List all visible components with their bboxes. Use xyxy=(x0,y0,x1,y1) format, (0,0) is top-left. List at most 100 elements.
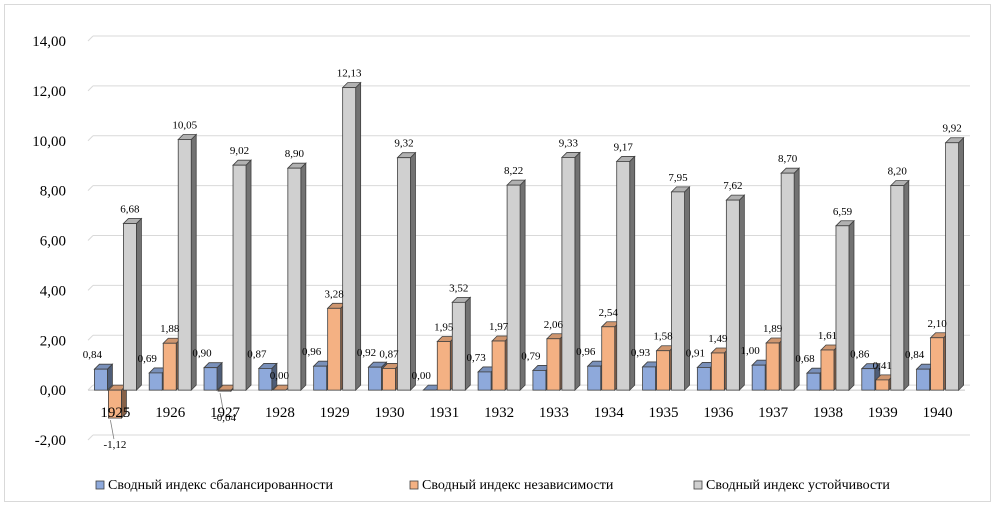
legend-swatch xyxy=(693,480,703,490)
data-label: 6,68 xyxy=(120,204,140,216)
label-leader-line xyxy=(219,393,224,413)
data-label: 0,87 xyxy=(379,348,399,360)
data-label: 9,17 xyxy=(614,141,634,153)
bar-front xyxy=(382,368,396,391)
data-label: 0,91 xyxy=(686,347,705,359)
bar-front xyxy=(203,367,218,391)
bar-front xyxy=(397,157,411,391)
bar-front xyxy=(546,338,561,391)
bars xyxy=(93,81,965,420)
x-tick-label: 1939 xyxy=(868,405,898,421)
data-label: 0,00 xyxy=(270,370,290,382)
bar-1927-s3 xyxy=(232,159,252,392)
gridline-diagonal xyxy=(87,85,94,92)
x-tick-label: 1937 xyxy=(758,405,789,421)
bar-1925-s2 xyxy=(107,384,128,420)
bar-1925-s3 xyxy=(122,217,143,392)
y-tick-label: 12,00 xyxy=(32,84,66,100)
data-label: 7,62 xyxy=(723,180,742,192)
legend-item: Сводный индекс сбалансированности xyxy=(95,478,333,493)
bar-side xyxy=(958,136,964,392)
data-label: 1,89 xyxy=(763,323,783,335)
y-tick-label: 6,00 xyxy=(40,234,66,250)
x-tick-label: 1933 xyxy=(539,405,569,421)
bar-front xyxy=(561,157,576,391)
legend-item: Сводный индекс независимости xyxy=(409,478,614,493)
data-label: 0,93 xyxy=(631,347,651,359)
bar-side xyxy=(738,194,745,392)
bar-front xyxy=(616,161,631,391)
bar-front xyxy=(123,223,137,391)
data-label: 1,88 xyxy=(160,323,180,335)
bar-1929-s3 xyxy=(341,81,362,392)
bar-front xyxy=(751,364,766,391)
x-tick-label: 1936 xyxy=(703,405,734,421)
bar-front xyxy=(710,352,725,391)
data-label: 8,90 xyxy=(285,148,305,160)
bar-1930-s3 xyxy=(396,151,417,392)
legend-label: Сводный индекс устойчивости xyxy=(706,478,890,493)
data-labels: 0,84 -1,12 6,68 0,69 1,88 10,05 0,90 -0,04 9,02 0… xyxy=(83,68,962,451)
data-label: 2,06 xyxy=(544,319,564,331)
bar-front xyxy=(287,167,302,391)
bar-side xyxy=(464,296,471,392)
bar-1937-s3 xyxy=(780,167,801,392)
data-label: 0,41 xyxy=(873,360,892,372)
data-label: 0,92 xyxy=(357,347,376,359)
data-label: 2,54 xyxy=(599,307,619,319)
data-label: 6,59 xyxy=(833,206,853,218)
bar-front xyxy=(162,342,177,391)
x-tick-label: 1934 xyxy=(594,405,625,421)
data-label: 1,97 xyxy=(489,321,509,333)
x-tick-label: 1931 xyxy=(429,405,459,421)
data-label: 3,52 xyxy=(449,282,468,294)
bar-front xyxy=(232,164,247,391)
bar-front xyxy=(765,342,780,391)
data-label: 8,22 xyxy=(504,165,523,177)
bar-front xyxy=(368,366,382,391)
gridline-diagonal xyxy=(87,185,94,191)
data-label: 0,69 xyxy=(138,353,158,365)
data-label: 12,13 xyxy=(337,68,362,80)
gridline-diagonal xyxy=(87,35,94,42)
data-label: 1,61 xyxy=(818,330,837,342)
data-label: 0,84 xyxy=(905,349,925,361)
data-label: 0,79 xyxy=(521,350,541,362)
bar-1935-s3 xyxy=(670,185,691,392)
y-tick-label: 0,00 xyxy=(40,383,66,399)
x-tick-label: 1927 xyxy=(210,405,241,421)
bar-side xyxy=(848,219,855,392)
bar-1936-s3 xyxy=(725,194,746,392)
legend-swatch xyxy=(409,480,419,490)
legend-swatch xyxy=(95,480,105,490)
y-tick-label: 2,00 xyxy=(40,333,66,349)
x-tick-label: 1930 xyxy=(374,405,404,421)
bar-front xyxy=(94,368,108,391)
data-label: 7,95 xyxy=(668,172,688,184)
gridline-diagonal xyxy=(87,334,94,341)
data-label: 0,00 xyxy=(412,370,432,382)
data-label: 1,00 xyxy=(741,345,761,357)
bar-1928-s3 xyxy=(286,162,307,392)
bar-front xyxy=(327,307,342,391)
y-tick-label: 8,00 xyxy=(40,184,66,200)
x-tick-label: 1935 xyxy=(649,405,679,421)
data-label: 10,05 xyxy=(172,120,197,132)
data-label: 0,73 xyxy=(466,352,486,364)
x-tick-label: 1928 xyxy=(265,405,295,421)
bar-front xyxy=(875,379,890,391)
y-tick-label: -2,00 xyxy=(35,433,66,449)
bar-front xyxy=(451,301,466,391)
data-label: 0,86 xyxy=(850,349,870,361)
bar-front xyxy=(217,389,232,392)
data-label: 0,84 xyxy=(83,349,103,361)
x-tick-label: 1932 xyxy=(484,405,514,421)
bar-1940-s3 xyxy=(944,136,965,392)
bar-front xyxy=(587,365,602,391)
bar-front xyxy=(177,139,192,391)
bar-front xyxy=(945,142,959,391)
data-label: 0,90 xyxy=(192,348,212,360)
y-tick-label: 14,00 xyxy=(32,34,66,50)
bar-front xyxy=(532,370,547,391)
bar-front xyxy=(148,372,163,391)
